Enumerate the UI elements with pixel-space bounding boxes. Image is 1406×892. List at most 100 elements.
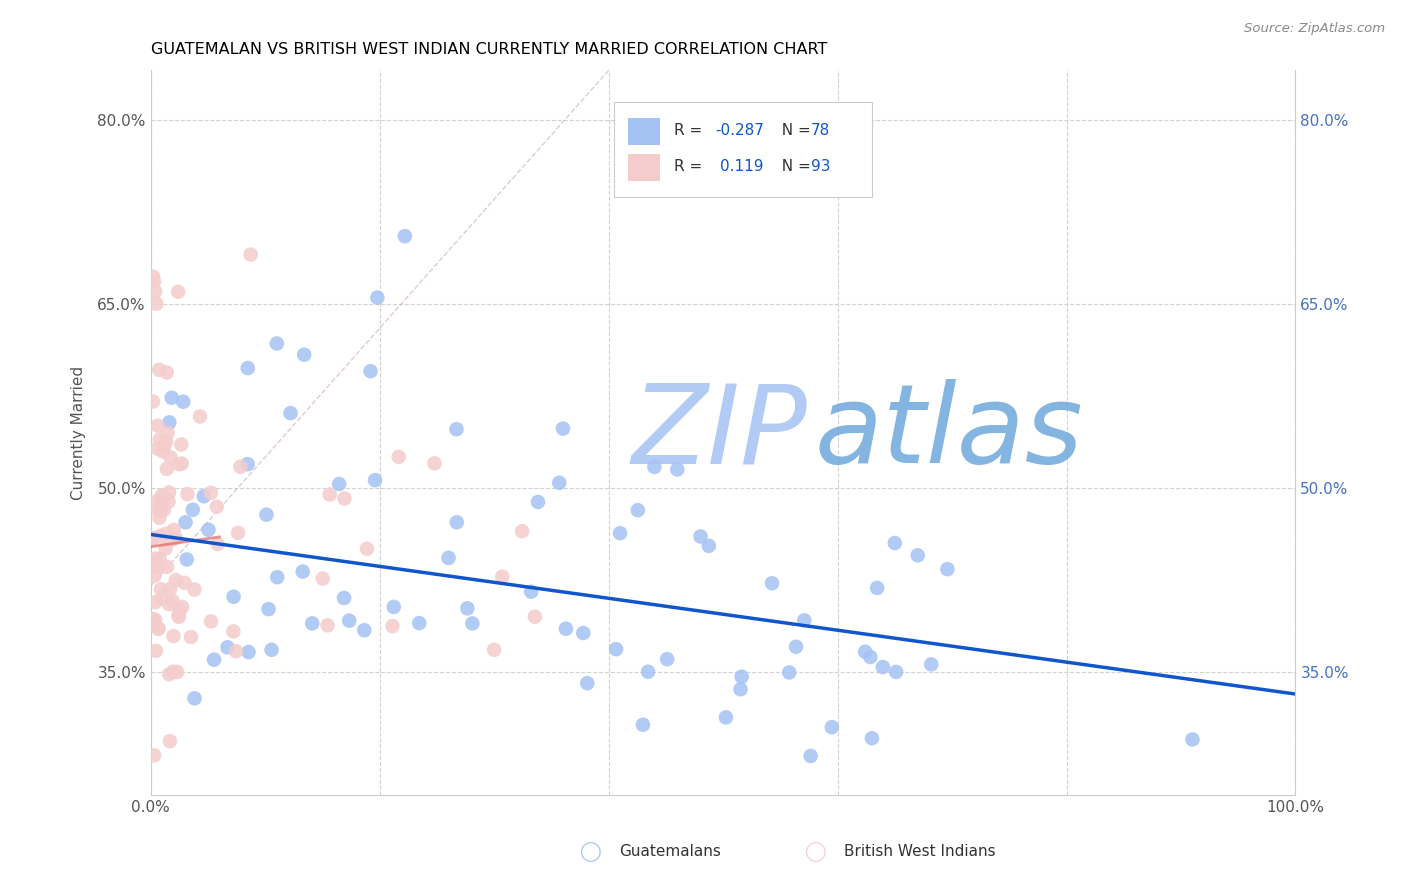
Point — [149, 551, 172, 566]
Point — [159, 582, 181, 596]
Point — [523, 609, 546, 624]
Point — [280, 406, 302, 420]
Point — [149, 433, 172, 447]
Point — [149, 529, 172, 543]
Point — [643, 459, 665, 474]
Point — [631, 717, 654, 731]
Point — [150, 591, 173, 606]
Point — [333, 491, 356, 506]
Point — [333, 591, 356, 605]
Point — [200, 615, 222, 629]
FancyBboxPatch shape — [614, 102, 872, 197]
Point — [572, 626, 595, 640]
Point — [153, 503, 176, 517]
Point — [152, 444, 174, 458]
Text: 93: 93 — [811, 160, 831, 174]
Point — [162, 665, 184, 679]
Point — [366, 291, 388, 305]
Point — [197, 523, 219, 537]
Point — [207, 537, 229, 551]
Point — [229, 459, 252, 474]
Point — [166, 665, 188, 679]
Point — [172, 394, 194, 409]
Text: ZIP: ZIP — [631, 379, 807, 486]
Point — [155, 434, 177, 449]
Point — [778, 665, 800, 680]
Point — [785, 640, 807, 654]
Point — [551, 421, 574, 435]
Point — [170, 457, 193, 471]
Point — [337, 614, 360, 628]
Point — [627, 503, 650, 517]
Point — [866, 581, 889, 595]
Point — [143, 285, 166, 299]
Text: 78: 78 — [811, 123, 831, 138]
Text: N =: N = — [772, 160, 815, 174]
Point — [176, 552, 198, 566]
Point — [576, 676, 599, 690]
Point — [456, 601, 478, 615]
Point — [239, 247, 262, 261]
Point — [143, 748, 166, 763]
Point — [157, 416, 180, 430]
Point — [548, 475, 571, 490]
Point — [360, 364, 382, 378]
Point — [160, 533, 183, 547]
Bar — [628, 118, 661, 145]
Text: N =: N = — [772, 123, 815, 138]
Point — [153, 440, 176, 454]
Point — [266, 570, 288, 584]
Point — [183, 582, 205, 597]
Point — [408, 615, 430, 630]
Text: atlas: atlas — [814, 379, 1083, 486]
Point — [146, 418, 169, 433]
Point — [200, 485, 222, 500]
Point — [353, 624, 375, 638]
Point — [318, 487, 340, 501]
Point — [821, 720, 844, 734]
Text: ◯: ◯ — [579, 842, 602, 862]
Point — [225, 644, 247, 658]
Point — [356, 541, 378, 556]
Point — [145, 551, 167, 566]
Point — [800, 748, 823, 763]
Point — [328, 477, 350, 491]
Point — [155, 541, 177, 556]
Point — [226, 525, 249, 540]
Point — [146, 503, 169, 517]
Point — [884, 665, 907, 679]
Point — [181, 502, 204, 516]
Point — [159, 734, 181, 748]
Point — [256, 508, 278, 522]
Point — [173, 575, 195, 590]
Point — [697, 539, 720, 553]
Y-axis label: Currently Married: Currently Married — [72, 366, 86, 500]
Text: -0.287: -0.287 — [716, 123, 763, 138]
Text: R =: R = — [673, 160, 707, 174]
Point — [381, 619, 404, 633]
Point — [394, 229, 416, 244]
Point — [388, 450, 411, 464]
Point — [155, 526, 177, 541]
Point — [160, 391, 183, 405]
Point — [142, 269, 165, 284]
Point — [143, 568, 166, 582]
Point — [156, 462, 179, 476]
Point — [188, 409, 211, 424]
Point — [291, 565, 314, 579]
Point — [157, 667, 180, 681]
Point — [257, 602, 280, 616]
Point — [174, 516, 197, 530]
Point — [510, 524, 533, 539]
Point — [165, 573, 187, 587]
Point — [491, 570, 513, 584]
Text: British West Indians: British West Indians — [844, 845, 995, 859]
Point — [301, 616, 323, 631]
Point — [222, 624, 245, 639]
Point — [167, 610, 190, 624]
Point — [761, 576, 783, 591]
Point — [860, 731, 883, 746]
Bar — [628, 153, 661, 181]
Point — [170, 437, 193, 451]
Point — [143, 613, 166, 627]
